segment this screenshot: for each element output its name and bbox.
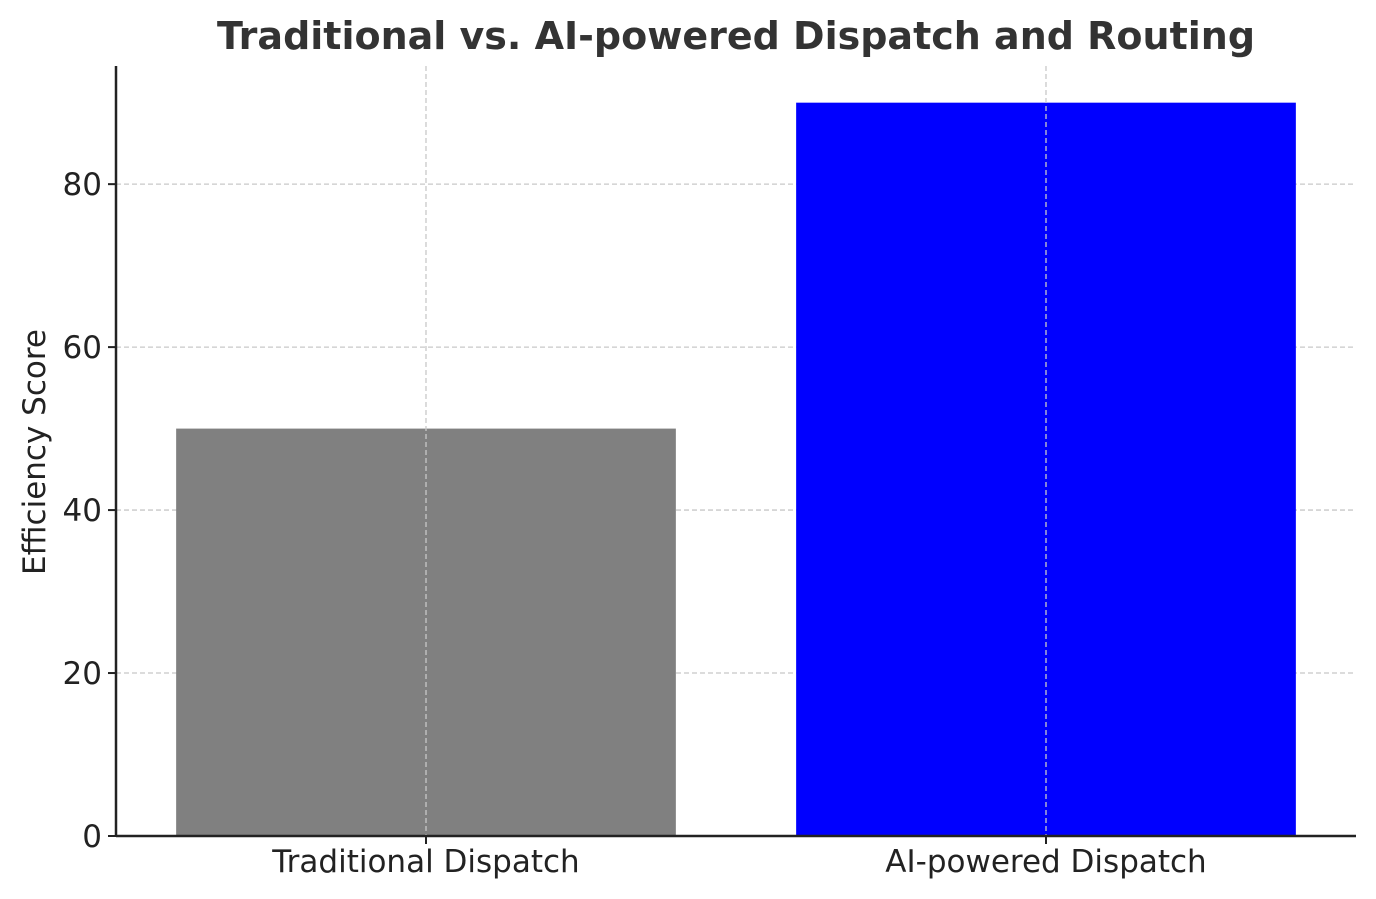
y-axis-ticks: 0 20 40 60 80 (63, 167, 116, 855)
x-tick-label: AI-powered Dispatch (885, 844, 1206, 880)
y-tick-label: 80 (63, 167, 102, 203)
bar-0 (176, 428, 676, 836)
y-tick-label: 60 (63, 330, 102, 366)
y-tick-label: 40 (63, 493, 102, 529)
y-axis-label: Efficiency Score (17, 329, 53, 575)
vertical-grid-lines (425, 66, 1047, 836)
chart-title: Traditional vs. AI-powered Dispatch and … (217, 14, 1255, 58)
y-tick-label: 0 (82, 819, 102, 855)
axes (114, 66, 1356, 838)
y-tick-label: 20 (63, 656, 102, 692)
x-axis-ticks: Traditional Dispatch AI-powered Dispatch (271, 836, 1207, 880)
bars (176, 102, 1296, 836)
x-tick-label: Traditional Dispatch (271, 844, 579, 880)
